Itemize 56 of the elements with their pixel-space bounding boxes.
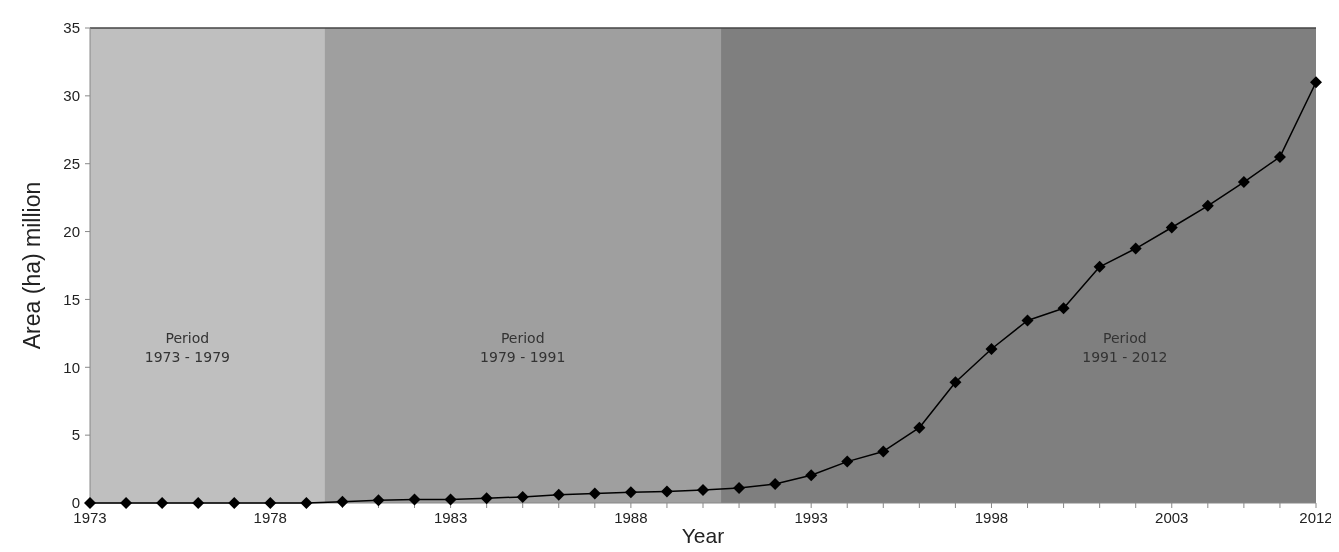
y-axis-title: Area (ha) million <box>19 181 45 350</box>
y-tick-label: 25 <box>63 154 80 172</box>
point <box>300 497 313 509</box>
annotation: Period 1991 - 2012 <box>1082 329 1168 365</box>
point <box>660 485 673 498</box>
point <box>985 342 998 355</box>
point <box>805 469 818 482</box>
point <box>1201 199 1214 212</box>
point <box>1057 302 1070 315</box>
y-tick-label: 20 <box>63 222 80 240</box>
point <box>1273 150 1286 163</box>
x-tick-label: 2012 <box>1299 509 1333 526</box>
point <box>1129 242 1142 255</box>
y-tick-label: 15 <box>63 290 80 308</box>
point <box>336 495 349 508</box>
point <box>1021 314 1034 327</box>
y-tick-label: 0 <box>71 494 80 512</box>
point <box>516 490 529 503</box>
annotation: Period 1973 - 1979 <box>144 329 230 365</box>
point <box>624 486 637 499</box>
x-tick-label: 1998 <box>974 509 1009 526</box>
y-tick-label: 35 <box>63 19 80 37</box>
y-tick-label: 5 <box>71 426 80 444</box>
point <box>264 497 277 509</box>
point <box>697 484 709 497</box>
point <box>120 497 133 509</box>
point <box>1093 260 1106 273</box>
x-tick-label: 1973 <box>73 509 107 526</box>
y-tick-label: 10 <box>63 358 80 376</box>
point <box>84 497 96 509</box>
point <box>913 421 926 434</box>
point <box>877 445 890 458</box>
point <box>408 493 421 506</box>
point <box>733 482 746 495</box>
x-axis-title: Year <box>681 524 725 547</box>
point <box>444 493 457 506</box>
point <box>192 497 205 509</box>
x-tick-label: 1988 <box>614 509 648 526</box>
point <box>480 492 493 505</box>
point <box>841 455 854 468</box>
point <box>156 497 169 509</box>
x-tick-label: 1993 <box>794 509 828 526</box>
y-tick-label: 30 <box>63 87 80 105</box>
point <box>769 478 782 490</box>
point <box>1165 221 1178 234</box>
point <box>1237 176 1250 189</box>
x-tick-label: 1978 <box>253 509 287 526</box>
point <box>372 494 385 507</box>
point <box>588 487 601 500</box>
point <box>228 497 241 509</box>
x-tick-label: 2003 <box>1155 509 1189 526</box>
x-tick-label: 1983 <box>433 509 468 526</box>
annotation: Period 1979 - 1991 <box>480 329 566 365</box>
point <box>552 488 565 501</box>
point <box>1310 76 1322 89</box>
point <box>949 376 962 389</box>
